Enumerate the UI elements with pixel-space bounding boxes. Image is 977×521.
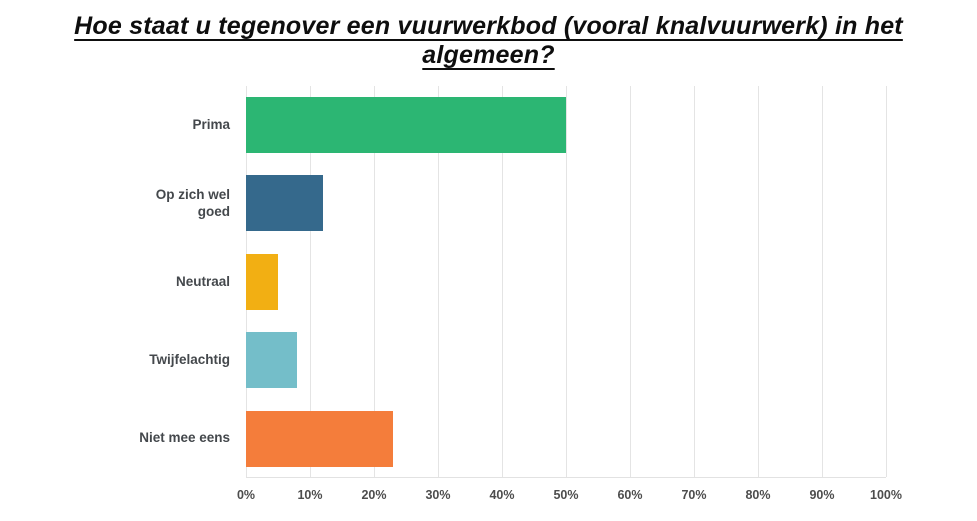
x-axis: 0% 10% 20% 30% 40% 50% 60% 70% 80% 90% 100%	[237, 478, 902, 508]
gridline	[694, 86, 695, 477]
gridline	[630, 86, 631, 477]
category-label-text: Neutraal	[175, 273, 230, 289]
gridline	[886, 86, 887, 477]
x-tick-label: 50%	[553, 488, 579, 502]
bar-row	[246, 164, 886, 242]
category-label: Op zich wel goed	[6, 164, 246, 242]
axis-spacer	[6, 478, 246, 512]
category-label: Niet mee eens	[6, 400, 246, 478]
x-tick-label: 10%	[297, 488, 323, 502]
bar-row	[246, 321, 886, 399]
x-tick-label: 40%	[489, 488, 515, 502]
category-label: Neutraal	[6, 243, 246, 321]
bar-twijfelachtig	[246, 332, 298, 389]
x-tick-label: 20%	[361, 488, 387, 502]
gridline	[502, 86, 503, 477]
x-tick-label: 80%	[745, 488, 771, 502]
bar-row	[246, 86, 886, 164]
bar-row	[246, 243, 886, 321]
gridline	[566, 86, 567, 477]
bar-niet-mee-eens	[246, 410, 394, 467]
x-tick-label: 0%	[236, 488, 256, 502]
bar-prima	[246, 97, 566, 153]
category-labels: Prima Op zich wel goed Neutraal Twijfelacht…	[6, 86, 246, 478]
bar-neutraal	[246, 253, 278, 310]
category-label-text: Op zich wel goed	[155, 186, 230, 219]
x-tick-label: 60%	[617, 488, 643, 502]
category-label: Twijfelachtig	[6, 321, 246, 399]
gridline	[758, 86, 759, 477]
x-tick-label: 100%	[870, 488, 902, 502]
x-tick-label: 30%	[425, 488, 451, 502]
bar-chart: Prima Op zich wel goed Neutraal Twijfelacht…	[6, 86, 977, 512]
category-label-text: Niet mee eens	[139, 430, 230, 446]
category-label-text: Twijfelachtig	[149, 351, 230, 367]
gridline	[374, 86, 375, 477]
plot-area	[246, 86, 887, 478]
chart-title: Hoe staat u tegenover een vuurwerkbod (v…	[74, 12, 903, 69]
gridline	[822, 86, 823, 477]
bar-op-zich-wel-goed	[246, 175, 323, 232]
x-tick-label: 70%	[681, 488, 707, 502]
bar-row	[246, 400, 886, 478]
gridline	[438, 86, 439, 477]
category-label: Prima	[6, 86, 246, 164]
x-tick-label: 90%	[809, 488, 835, 502]
category-label-text: Prima	[192, 116, 230, 132]
gridline	[310, 86, 311, 477]
